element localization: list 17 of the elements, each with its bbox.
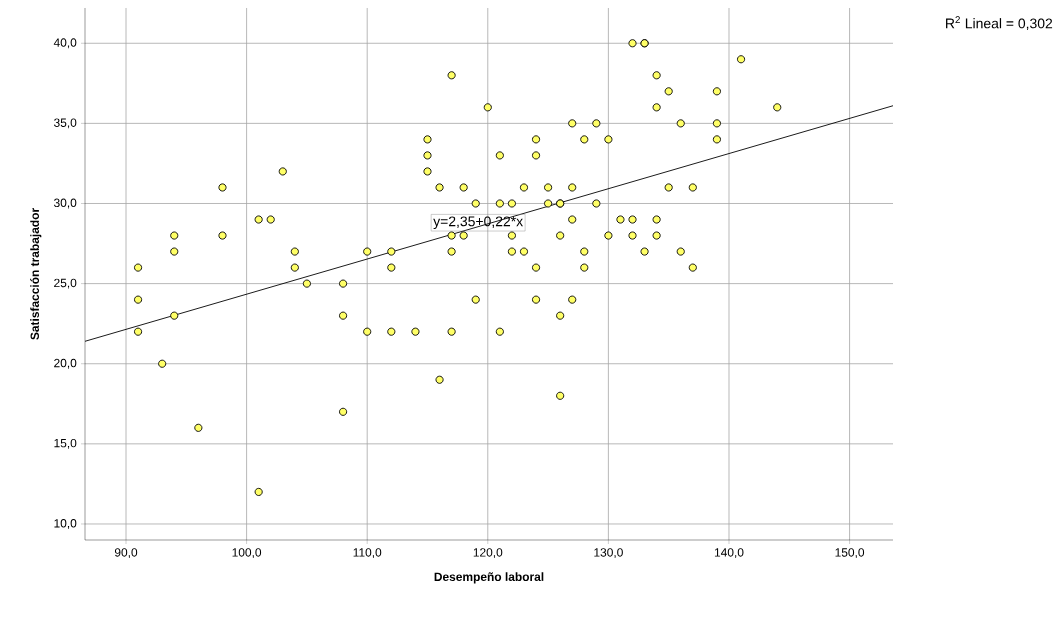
y-tick-label: 10,0 [54, 519, 77, 529]
x-tick-label: 90,0 [114, 548, 138, 559]
x-tick-label: 110,0 [353, 548, 382, 559]
x-tick-label: 120,0 [473, 548, 503, 559]
x-tick-label: 150,0 [835, 548, 865, 559]
x-tick-label: 100,0 [232, 548, 262, 559]
y-tick-label: 35,0 [54, 118, 77, 129]
x-tick-label: 130,0 [594, 548, 623, 559]
y-tick-label: 40,0 [53, 38, 77, 49]
y-tick-label: 25,0 [54, 278, 77, 289]
y-tick-label: 30,0 [54, 198, 77, 209]
text: R$^{2}$ Lineal = 0,302 [946, 16, 1053, 30]
x-tick-label: 140,0 [714, 548, 744, 559]
y-axis-title: Satisfacción trabajador [30, 208, 42, 340]
y-tick-label: 20,0 [54, 358, 77, 369]
x-axis-title: Desempeño laboral [434, 572, 544, 584]
y-tick-label: 15,0 [54, 438, 77, 449]
